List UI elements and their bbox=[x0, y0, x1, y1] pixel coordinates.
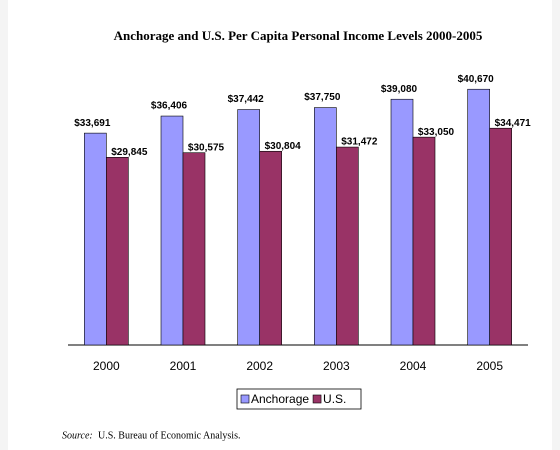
value-label: $29,845 bbox=[111, 147, 148, 158]
bar bbox=[489, 127, 512, 346]
value-label: $40,670 bbox=[458, 74, 495, 85]
source-label: Source: bbox=[62, 430, 93, 441]
x-tick-label: 2000 bbox=[93, 359, 120, 373]
value-label: $36,406 bbox=[151, 101, 188, 112]
value-label: $37,442 bbox=[228, 94, 265, 105]
value-label: $37,750 bbox=[304, 92, 341, 103]
legend-swatch bbox=[312, 394, 322, 404]
chart-title: Anchorage and U.S. Per Capita Personal I… bbox=[114, 28, 483, 43]
bar bbox=[467, 88, 490, 346]
x-tick-label: 2001 bbox=[170, 359, 197, 373]
source: U.S. Bureau of Economic Analysis. bbox=[98, 430, 240, 441]
value-label: $31,472 bbox=[341, 137, 378, 148]
legend-label: U.S. bbox=[323, 392, 346, 406]
bar bbox=[314, 107, 337, 346]
x-tick-label: 2002 bbox=[246, 359, 273, 373]
bar bbox=[336, 146, 359, 346]
bar bbox=[259, 150, 282, 346]
legend-swatch bbox=[240, 394, 250, 404]
bar bbox=[412, 136, 436, 346]
x-tick-label: 2005 bbox=[476, 359, 503, 373]
value-label: $33,691 bbox=[74, 118, 111, 129]
legend-label: Anchorage bbox=[251, 392, 309, 406]
value-label: $34,471 bbox=[495, 118, 532, 129]
bar bbox=[390, 98, 414, 346]
legend bbox=[236, 388, 362, 410]
bar bbox=[160, 115, 184, 346]
value-label: $33,050 bbox=[418, 127, 455, 138]
bar bbox=[182, 152, 206, 346]
bar bbox=[237, 109, 260, 346]
x-tick-label: 2003 bbox=[323, 359, 350, 373]
x-tick-label: 2004 bbox=[400, 359, 427, 373]
value-label: $30,575 bbox=[188, 142, 225, 153]
bar bbox=[106, 157, 129, 346]
value-label: $39,080 bbox=[381, 84, 418, 95]
value-label: $30,804 bbox=[265, 141, 302, 152]
bar bbox=[84, 132, 107, 346]
